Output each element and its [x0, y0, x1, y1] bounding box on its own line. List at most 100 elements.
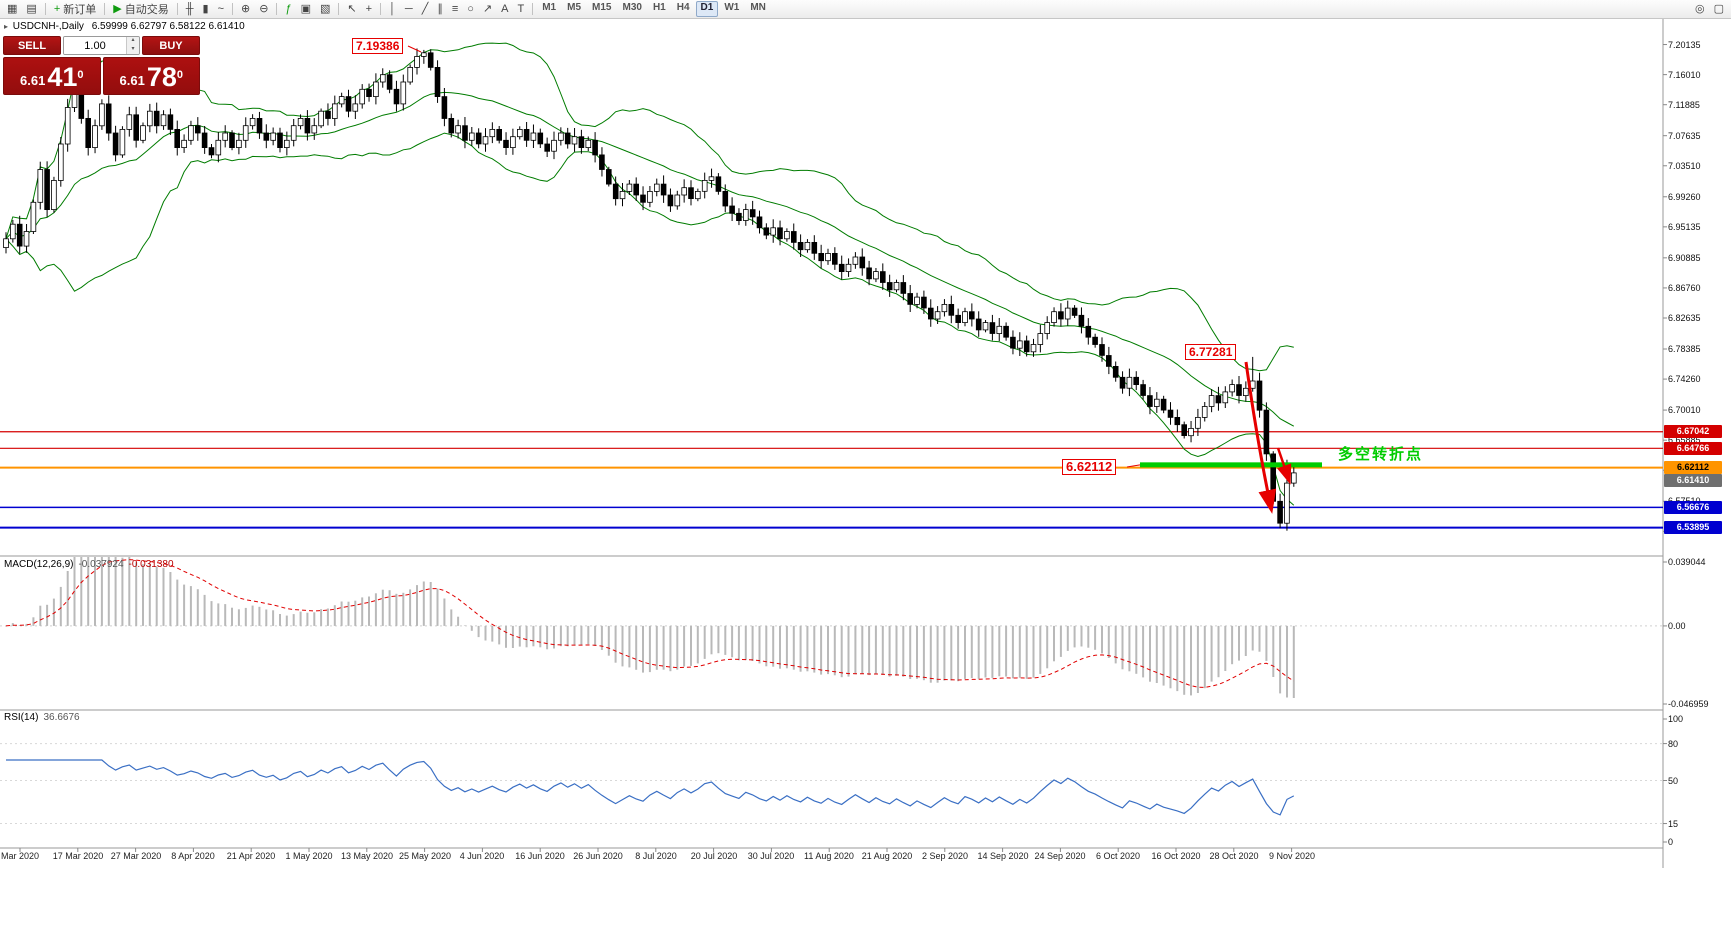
toolbar-separator — [338, 3, 340, 15]
timeframe-m5[interactable]: M5 — [567, 2, 582, 13]
autotrading-button[interactable]: ▶ 自动交易 — [109, 1, 172, 18]
timeframe-h1[interactable]: H1 — [652, 2, 666, 13]
price-tick-label: 7.07635 — [1668, 131, 1701, 141]
trendline-icon[interactable]: ╱ — [418, 1, 433, 18]
collapse-icon[interactable]: ▸ — [4, 22, 9, 31]
new-order-button-icon: + — [53, 2, 61, 15]
date-label: 21 Aug 2020 — [861, 851, 913, 861]
timeframe-d1[interactable]: D1 — [695, 1, 719, 17]
indicators-icon[interactable]: ƒ — [281, 1, 295, 18]
sell-off-arrow-2[interactable] — [1276, 447, 1292, 485]
autotrading-button-icon: ▶ — [113, 2, 122, 15]
tick-chart-icon[interactable]: ▤ — [22, 1, 40, 18]
date-label: 26 Jun 2020 — [573, 851, 623, 861]
cursor-icon-glyph: ↖ — [347, 2, 357, 15]
rsi-value: 36.6676 — [43, 712, 80, 723]
macd-indicator-label: MACD(12,26,9) -0.037924 -0.031380 — [4, 559, 174, 570]
horizontal-line-icon-glyph: ─ — [404, 2, 413, 15]
price-level-box: 6.56676 — [1664, 501, 1722, 514]
date-label: 24 Sep 2020 — [1034, 851, 1086, 861]
price-tick-label: 6.70010 — [1668, 405, 1701, 415]
bar-chart-icon[interactable]: ╫ — [182, 1, 198, 18]
macd-tick-label: -0.046959 — [1668, 699, 1709, 709]
date-label: Mar 2020 — [0, 851, 40, 861]
line-chart-icon[interactable]: ~ — [214, 1, 228, 18]
buy-price-sup: 0 — [176, 69, 183, 81]
swing-high-annotation[interactable]: 6.77281 — [1185, 344, 1237, 360]
price-tick-label: 6.74260 — [1668, 374, 1701, 384]
channel-icon[interactable]: ∥ — [433, 1, 447, 18]
vertical-line-icon-glyph: │ — [389, 2, 396, 15]
crosshair-icon-glyph: + — [365, 2, 373, 15]
shapes-icon[interactable]: ○ — [463, 1, 478, 18]
volume-input[interactable] — [64, 37, 126, 54]
timeframe-mn[interactable]: MN — [750, 2, 766, 13]
price-tick-label: 6.65885 — [1668, 435, 1701, 445]
price-tick-label: 6.78385 — [1668, 344, 1701, 354]
date-label: 20 Jul 2020 — [690, 851, 738, 861]
sell-price-pips: 41 — [47, 62, 78, 92]
horizontal-line-icon[interactable]: ─ — [401, 1, 417, 18]
date-label: 21 Apr 2020 — [226, 851, 276, 861]
date-label: 6 Oct 2020 — [1095, 851, 1141, 861]
zoom-in-icon[interactable]: ⊕ — [237, 1, 254, 18]
zoom-out-icon-glyph: ⊖ — [259, 2, 269, 15]
search-icon-glyph: ◎ — [1694, 2, 1705, 15]
toolbar-separator — [532, 3, 534, 15]
text-icon-glyph: A — [501, 2, 509, 15]
search-icon[interactable]: ◎ — [1691, 1, 1709, 18]
price-tick-label: 6.82635 — [1668, 313, 1701, 323]
turning-point-text[interactable]: 多空转折点 — [1338, 446, 1424, 463]
arrows-icon[interactable]: ↗ — [479, 1, 496, 18]
periods-icon[interactable]: ▣ — [297, 1, 315, 18]
charts-grid-icon[interactable]: ▦ — [3, 1, 21, 18]
date-label: 1 May 2020 — [285, 851, 333, 861]
support-annotation-connector — [1126, 464, 1141, 468]
price-tick-label: 6.95135 — [1668, 222, 1701, 232]
sell-price-tile[interactable]: 6.61 41 0 — [3, 57, 101, 95]
macd-tick-label: 0.00 — [1668, 621, 1686, 631]
sell-button[interactable]: SELL — [3, 36, 61, 55]
bollinger-lower-band — [5, 132, 1295, 506]
date-label: 17 Mar 2020 — [52, 851, 104, 861]
volume-down-icon[interactable]: ▾ — [131, 45, 135, 52]
text-label-icon[interactable]: T — [513, 1, 528, 18]
timeframe-w1[interactable]: W1 — [724, 2, 740, 13]
text-icon[interactable]: A — [497, 1, 512, 18]
crosshair-icon[interactable]: + — [362, 1, 376, 18]
date-label: 14 Sep 2020 — [977, 851, 1029, 861]
buy-button[interactable]: BUY — [142, 36, 200, 55]
macd-name: MACD(12,26,9) — [4, 559, 74, 570]
buy-price-tile[interactable]: 6.61 78 0 — [102, 57, 200, 95]
rsi-line — [6, 759, 1295, 816]
peak-price-annotation[interactable]: 7.19386 — [352, 38, 404, 54]
support-price-annotation[interactable]: 6.62112 — [1062, 459, 1117, 475]
templates-icon[interactable]: ▧ — [316, 1, 334, 18]
rsi-name: RSI(14) — [4, 712, 39, 723]
date-label: 30 Jul 2020 — [747, 851, 795, 861]
cursor-icon[interactable]: ↖ — [343, 1, 360, 18]
date-label: 25 May 2020 — [398, 851, 452, 861]
window-icon[interactable]: ▢ — [1710, 1, 1728, 18]
fibonacci-icon[interactable]: ≡ — [448, 1, 462, 18]
rsi-tick-label: 100 — [1668, 714, 1684, 724]
buy-price-prefix: 6.61 — [119, 73, 145, 88]
candlestick-chart-icon[interactable]: ▮ — [199, 1, 213, 18]
candles-layer[interactable] — [3, 48, 1297, 531]
date-label: 9 Nov 2020 — [1268, 851, 1316, 861]
zoom-out-icon[interactable]: ⊖ — [255, 1, 272, 18]
timeframe-m15[interactable]: M15 — [592, 2, 612, 13]
timeframe-m1[interactable]: M1 — [542, 2, 557, 13]
new-order-button[interactable]: + 新订单 — [50, 1, 100, 18]
timeframe-m30[interactable]: M30 — [622, 2, 642, 13]
sell-off-arrow[interactable] — [1244, 361, 1277, 514]
support-zone-line[interactable] — [1140, 462, 1322, 468]
volume-up-icon[interactable]: ▴ — [131, 37, 135, 43]
vertical-line-icon[interactable]: │ — [385, 1, 400, 18]
current-price-box: 6.61410 — [1664, 474, 1722, 487]
main-toolbar: ▦ ▤ + 新订单 ▶ 自动交易 ╫ ▮ ~ ⊕ ⊖ ƒ ▣ ▧ ↖ + │ ─ ╱ ∥ ≡ ○ ↗ A T M1 M5 M15 M30… — [0, 0, 1731, 19]
date-label: 11 Aug 2020 — [804, 851, 854, 861]
timeframe-h4[interactable]: H4 — [676, 2, 690, 13]
